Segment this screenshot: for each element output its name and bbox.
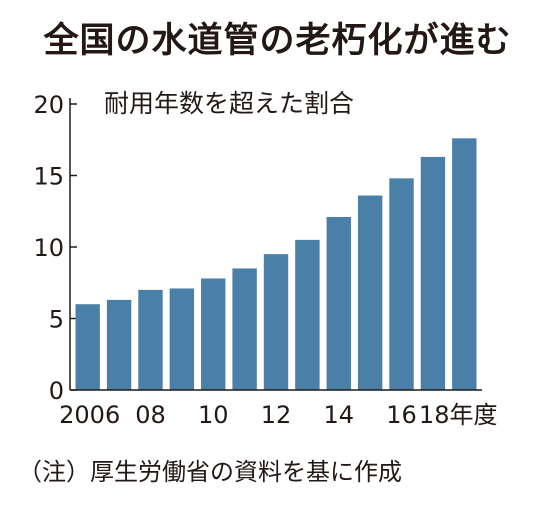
- chart-source-note: （注）厚生労働省の資料を基に作成: [18, 458, 402, 486]
- bar-series: [75, 138, 477, 390]
- bar: [263, 254, 289, 390]
- bar: [106, 299, 132, 390]
- y-tick-label: 0: [49, 377, 64, 405]
- y-tick-label: 5: [49, 306, 64, 334]
- x-tick-label: 2006: [59, 401, 120, 429]
- x-tick-label: 18年度: [419, 401, 498, 429]
- bar: [75, 304, 100, 390]
- bar: [201, 278, 226, 390]
- y-axis: 0 5 10 15 20: [33, 91, 77, 405]
- bar: [420, 156, 446, 390]
- y-tick-label: 15: [33, 163, 64, 191]
- bar: [232, 268, 257, 390]
- y-tick-label: 20: [33, 91, 64, 119]
- bar: [169, 288, 195, 390]
- chart-title: 全国の水道管の老朽化が進む: [43, 21, 512, 61]
- bar: [138, 289, 163, 390]
- bar: [326, 216, 351, 390]
- x-axis: 2006 08 10 12 14 16 18年度: [59, 389, 498, 429]
- bar: [452, 138, 477, 390]
- x-tick-label: 08: [135, 401, 166, 429]
- x-tick-label: 10: [198, 401, 229, 429]
- bar: [295, 239, 320, 390]
- y-tick-label: 10: [33, 234, 64, 262]
- x-tick-label: 14: [323, 401, 354, 429]
- x-tick-label: 16: [386, 401, 417, 429]
- bar: [357, 195, 383, 390]
- chart-subtitle: 耐用年数を超えた割合: [104, 89, 354, 118]
- bar: [389, 178, 414, 390]
- x-tick-label: 12: [261, 401, 292, 429]
